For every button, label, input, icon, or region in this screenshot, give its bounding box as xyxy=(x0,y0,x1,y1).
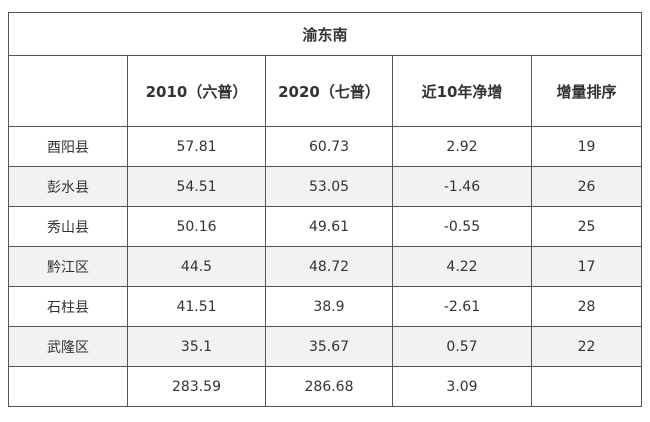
cell-net-growth: -1.46 xyxy=(392,166,532,207)
cell-2010: 35.1 xyxy=(127,326,266,367)
cell-rank: 26 xyxy=(531,166,642,207)
table-header-row: 2010（六普） 2020（七普） 近10年净增 增量排序 xyxy=(8,55,642,127)
cell-net-growth: 0.57 xyxy=(392,326,532,367)
table-row: 黔江区 44.5 48.72 4.22 17 xyxy=(8,246,642,287)
cell-2010: 44.5 xyxy=(127,246,266,287)
cell-region: 酉阳县 xyxy=(8,126,128,167)
cell-net-growth: 2.92 xyxy=(392,126,532,167)
cell-rank: 22 xyxy=(531,326,642,367)
total-cell-region xyxy=(8,366,128,407)
cell-2020: 38.9 xyxy=(265,286,393,327)
table-total-row: 283.59 286.68 3.09 xyxy=(8,366,642,407)
cell-2010: 54.51 xyxy=(127,166,266,207)
cell-region: 石柱县 xyxy=(8,286,128,327)
population-table: 渝东南 2010（六普） 2020（七普） 近10年净增 增量排序 酉阳县 57… xyxy=(8,12,642,407)
table-title-row: 渝东南 xyxy=(8,12,642,56)
header-cell-region xyxy=(8,55,128,127)
table-row: 酉阳县 57.81 60.73 2.92 19 xyxy=(8,126,642,167)
cell-2010: 57.81 xyxy=(127,126,266,167)
header-cell-net-growth: 近10年净增 xyxy=(392,55,532,127)
table-row: 秀山县 50.16 49.61 -0.55 25 xyxy=(8,206,642,247)
header-cell-rank: 增量排序 xyxy=(531,55,642,127)
table-row: 彭水县 54.51 53.05 -1.46 26 xyxy=(8,166,642,207)
cell-region: 黔江区 xyxy=(8,246,128,287)
cell-2020: 49.61 xyxy=(265,206,393,247)
cell-2020: 53.05 xyxy=(265,166,393,207)
cell-region: 武隆区 xyxy=(8,326,128,367)
cell-rank: 25 xyxy=(531,206,642,247)
header-cell-2020: 2020（七普） xyxy=(265,55,393,127)
cell-2020: 48.72 xyxy=(265,246,393,287)
cell-rank: 28 xyxy=(531,286,642,327)
table-title: 渝东南 xyxy=(8,12,642,56)
total-cell-net-growth: 3.09 xyxy=(392,366,532,407)
table-row: 武隆区 35.1 35.67 0.57 22 xyxy=(8,326,642,367)
cell-rank: 19 xyxy=(531,126,642,167)
cell-region: 秀山县 xyxy=(8,206,128,247)
total-cell-2020: 286.68 xyxy=(265,366,393,407)
cell-2020: 60.73 xyxy=(265,126,393,167)
total-cell-2010: 283.59 xyxy=(127,366,266,407)
cell-2020: 35.67 xyxy=(265,326,393,367)
cell-region: 彭水县 xyxy=(8,166,128,207)
cell-rank: 17 xyxy=(531,246,642,287)
cell-2010: 50.16 xyxy=(127,206,266,247)
cell-net-growth: 4.22 xyxy=(392,246,532,287)
cell-net-growth: -2.61 xyxy=(392,286,532,327)
cell-net-growth: -0.55 xyxy=(392,206,532,247)
header-cell-2010: 2010（六普） xyxy=(127,55,266,127)
total-cell-rank xyxy=(531,366,642,407)
table-row: 石柱县 41.51 38.9 -2.61 28 xyxy=(8,286,642,327)
cell-2010: 41.51 xyxy=(127,286,266,327)
